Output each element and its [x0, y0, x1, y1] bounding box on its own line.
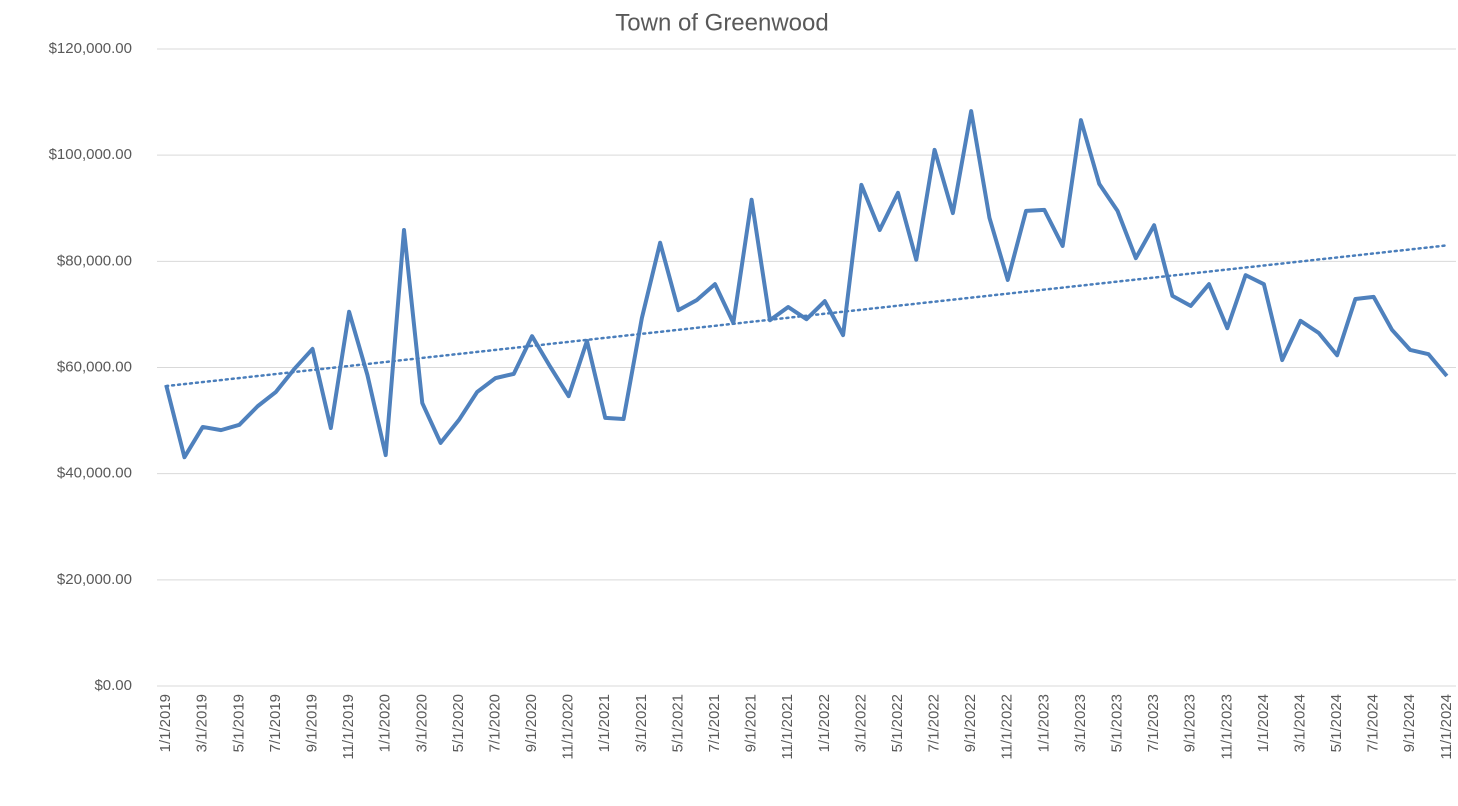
y-tick-label: $40,000.00	[57, 465, 132, 482]
x-tick-label: 9/1/2019	[303, 694, 320, 752]
x-tick-label: 5/1/2020	[450, 694, 467, 752]
x-tick-label: 3/1/2020	[413, 694, 430, 752]
y-tick-label: $0.00	[94, 677, 132, 694]
x-tick-label: 9/1/2023	[1182, 694, 1199, 752]
trend-line	[164, 244, 1449, 388]
data-line	[164, 109, 1449, 460]
x-tick-label: 5/1/2023	[1108, 694, 1125, 752]
y-tick-label: $60,000.00	[57, 358, 132, 375]
x-tick-label: 9/1/2022	[962, 694, 979, 752]
x-tick-label: 1/1/2023	[1035, 694, 1052, 752]
x-tick-label: 7/1/2023	[1145, 694, 1162, 752]
x-tick-label: 9/1/2020	[523, 694, 540, 752]
y-tick-label: $120,000.00	[49, 40, 132, 57]
x-tick-label: 11/1/2022	[999, 694, 1016, 760]
x-tick-label: 9/1/2021	[743, 694, 760, 752]
x-tick-label: 3/1/2022	[852, 694, 869, 752]
x-tick-label: 3/1/2024	[1291, 694, 1308, 752]
y-tick-label: $80,000.00	[57, 252, 132, 269]
chart-title: Town of Greenwood	[615, 9, 828, 36]
x-tick-label: 11/1/2019	[340, 694, 357, 760]
x-tick-label: 5/1/2024	[1328, 694, 1345, 752]
x-tick-label: 9/1/2024	[1401, 694, 1418, 752]
x-tick-label: 7/1/2024	[1365, 694, 1382, 752]
x-tick-label: 11/1/2024	[1438, 694, 1455, 760]
x-tick-label: 5/1/2022	[889, 694, 906, 752]
x-tick-label: 7/1/2020	[486, 694, 503, 752]
x-tick-label: 1/1/2024	[1255, 694, 1272, 752]
x-tick-label: 11/1/2020	[560, 694, 577, 760]
x-tick-label: 1/1/2021	[596, 694, 613, 752]
x-tick-label: 5/1/2021	[669, 694, 686, 752]
x-tick-label: 3/1/2023	[1072, 694, 1089, 752]
y-tick-label: $100,000.00	[49, 146, 132, 163]
x-tick-label: 3/1/2021	[633, 694, 650, 752]
x-tick-label: 5/1/2019	[230, 694, 247, 752]
x-tick-label: 1/1/2019	[157, 694, 174, 752]
x-tick-label: 7/1/2021	[706, 694, 723, 752]
x-tick-label: 7/1/2019	[267, 694, 284, 752]
x-tick-label: 11/1/2023	[1218, 694, 1235, 760]
x-tick-label: 1/1/2022	[816, 694, 833, 752]
x-tick-label: 3/1/2019	[194, 694, 211, 752]
x-tick-label: 7/1/2022	[926, 694, 943, 752]
x-tick-label: 1/1/2020	[377, 694, 394, 752]
y-tick-label: $20,000.00	[57, 571, 132, 588]
x-tick-label: 11/1/2021	[779, 694, 796, 760]
